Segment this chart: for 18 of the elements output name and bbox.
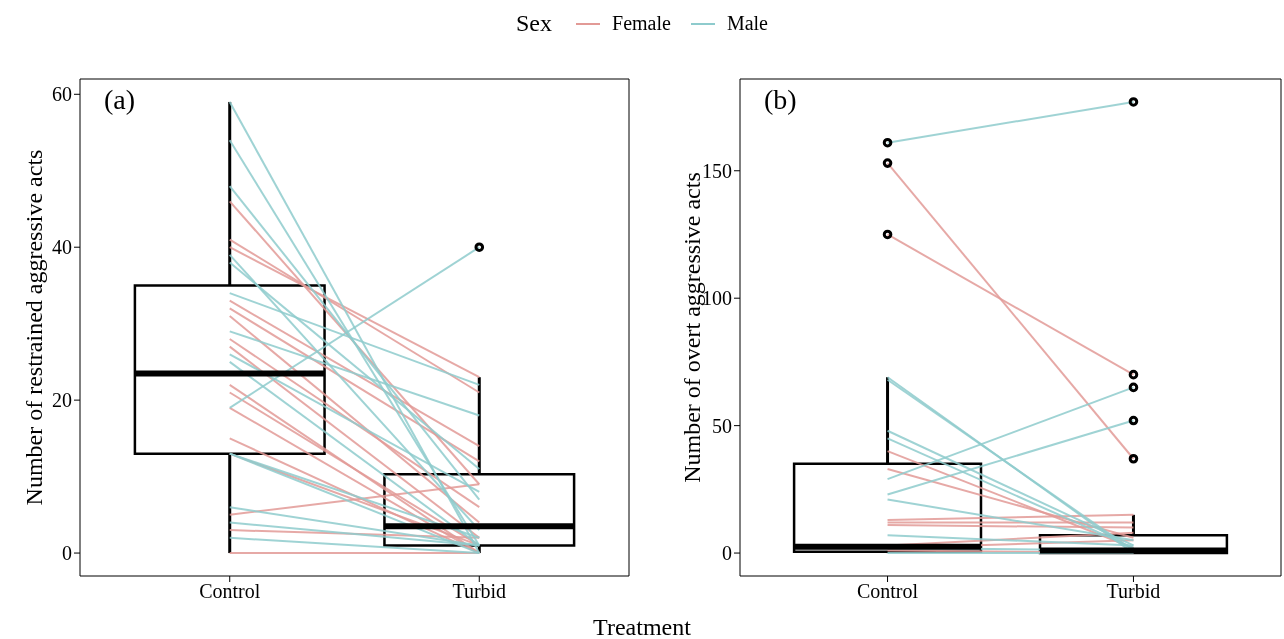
y-tick-label: 50 [712,414,732,437]
y-tick-label: 60 [52,83,72,106]
y-axis-title: Number of restrained aggressive acts [21,149,47,506]
legend-title: Sex [516,10,553,37]
y-tick-label: 20 [52,389,72,412]
x-tick-label: Control [199,580,261,603]
x-tick-label: Control [856,580,919,603]
y-tick-label: 0 [722,542,732,565]
legend-label: Female [612,12,671,35]
y-tick-label: 150 [702,159,732,182]
x-tick-label: Turbid [1106,580,1161,603]
x-tick-label: Turbid [452,580,507,603]
chart-title: (a) [104,84,136,116]
x-axis-title: Treatment [592,614,692,639]
y-tick-label: 40 [52,236,72,259]
y-tick-label: 0 [62,542,72,565]
legend-label: Male [726,12,768,35]
chart-title: (b) [764,84,797,116]
